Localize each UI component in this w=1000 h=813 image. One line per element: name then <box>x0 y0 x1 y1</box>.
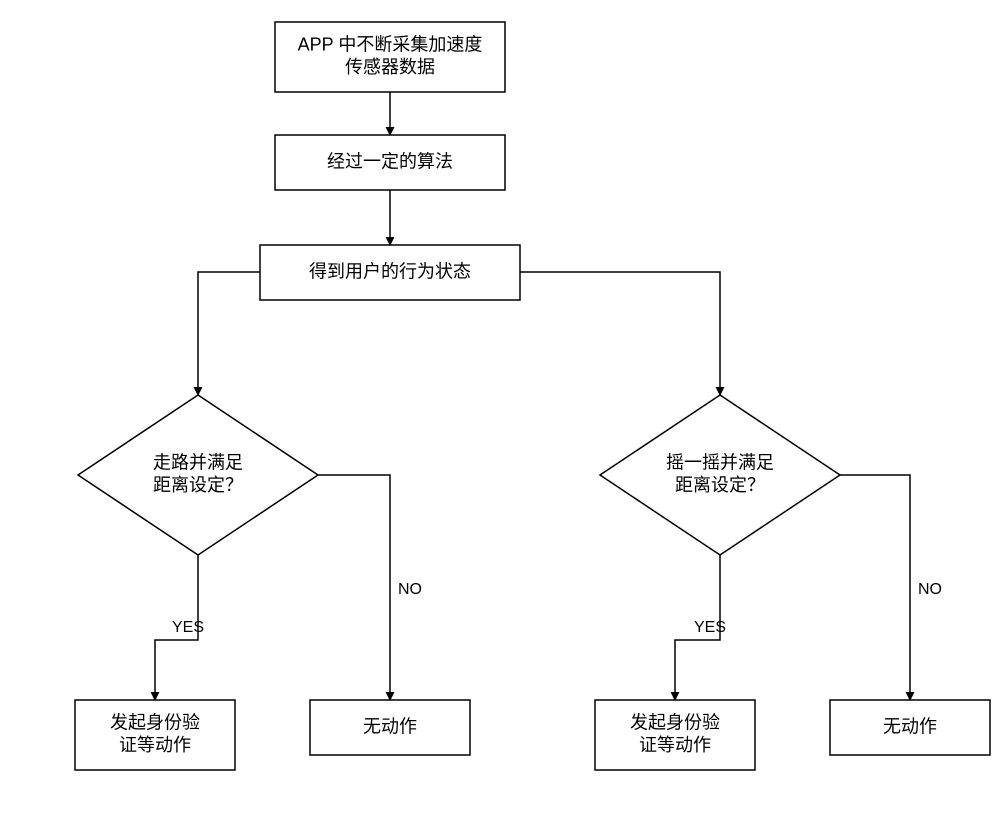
node-n1: APP 中不断采集加速度传感器数据 <box>275 22 505 92</box>
node-n3-line0: 得到用户的行为状态 <box>309 261 471 281</box>
node-n1-line0: APP 中不断采集加速度 <box>298 35 483 55</box>
node-r4: 无动作 <box>830 700 990 755</box>
node-n1-line1: 传感器数据 <box>345 57 435 77</box>
node-d1-line1: 距离设定？ <box>153 475 243 495</box>
node-r3-line1: 证等动作 <box>639 735 711 755</box>
flowchart-canvas: YES NO YES NO APP 中不断采集加速度传感器数据经过一定的算法得到用户的行… <box>0 0 1000 813</box>
node-d1: 走路并满足距离设定？ <box>78 395 318 555</box>
node-n2-line0: 经过一定的算法 <box>327 151 453 171</box>
edge-d2-r4 <box>840 475 910 700</box>
node-r1: 发起身份验证等动作 <box>75 700 235 770</box>
edge-label-d1-r1: YES <box>172 619 204 636</box>
edge-label-d1-r2: NO <box>398 581 422 598</box>
node-d1-line0: 走路并满足 <box>153 453 243 473</box>
edge-n3-d2 <box>520 272 720 395</box>
node-r1-line0: 发起身份验 <box>110 713 200 733</box>
node-r1-line1: 证等动作 <box>119 735 191 755</box>
node-r3-line0: 发起身份验 <box>630 713 720 733</box>
node-r4-line0: 无动作 <box>883 716 937 736</box>
node-d2: 摇一摇并满足距离设定？ <box>600 395 840 555</box>
edge-d1-r2 <box>318 475 390 700</box>
edge-label-d2-r3: YES <box>694 619 726 636</box>
edge-n3-d1 <box>198 272 260 395</box>
node-n3: 得到用户的行为状态 <box>260 245 520 300</box>
node-d2-line1: 距离设定？ <box>675 475 765 495</box>
node-n2: 经过一定的算法 <box>275 135 505 190</box>
node-d2-line0: 摇一摇并满足 <box>666 453 774 473</box>
node-r2: 无动作 <box>310 700 470 755</box>
edge-label-d2-r4: NO <box>918 581 942 598</box>
node-r2-line0: 无动作 <box>363 716 417 736</box>
node-r3: 发起身份验证等动作 <box>595 700 755 770</box>
